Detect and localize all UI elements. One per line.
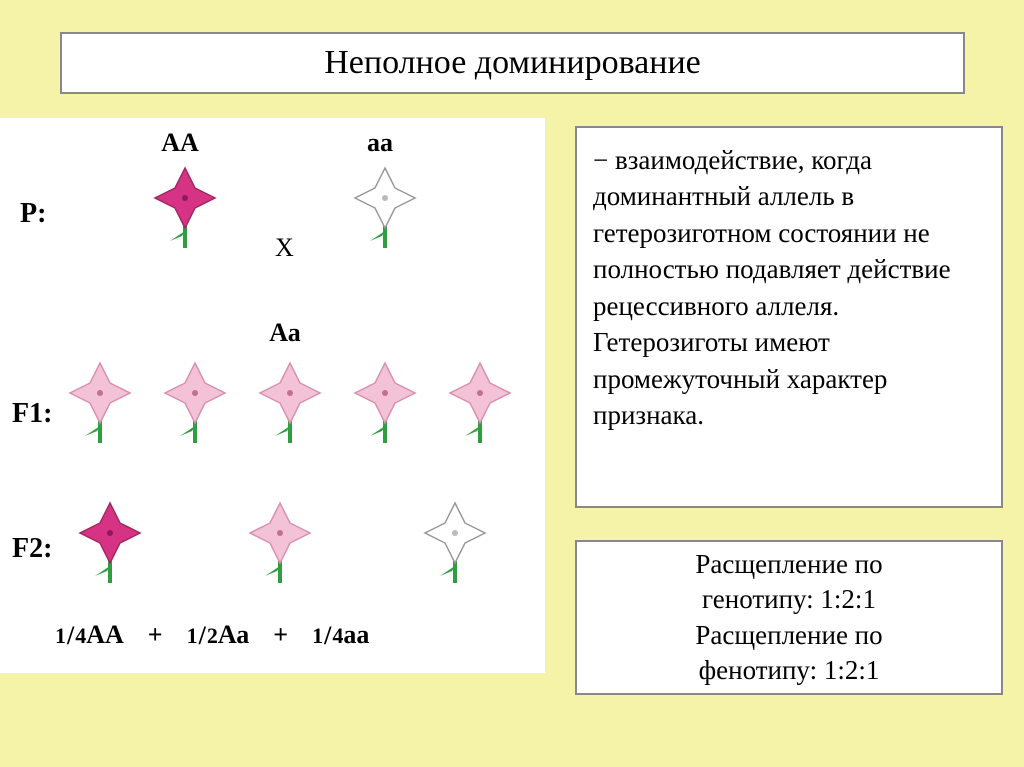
geno-aa: аа — [350, 128, 410, 158]
diagram-panel: P: F1: F2: АА аа Х Аа — [0, 118, 545, 673]
ratio-pheno-1: Расщепление по — [695, 618, 882, 653]
definition-box: − взаимодействие, когда доминантный алле… — [575, 126, 1003, 508]
f2-ratio-row: 1 / 4 АА + 1 / 2 Аа + 1 / 4 аа — [55, 620, 525, 651]
label-F1: F1: — [12, 398, 52, 430]
title-box: Неполное доминирование — [60, 32, 965, 94]
geno-AA: АА — [150, 128, 210, 158]
frac-1-2: 1 / 2 — [187, 621, 218, 651]
ratio-pheno-2: фенотипу: 1:2:1 — [699, 653, 880, 688]
geno-AA-ratio: АА — [86, 620, 124, 650]
flower-F1-2 — [160, 358, 230, 448]
flower-F2-Aa — [245, 498, 315, 588]
label-P: P: — [20, 198, 46, 230]
plus-1: + — [148, 620, 163, 650]
plus-2: + — [273, 620, 288, 650]
frac-1-4-b: 1 / 4 — [312, 621, 343, 651]
geno-Aa-F1: Аа — [255, 318, 315, 348]
label-F2: F2: — [12, 533, 52, 565]
flower-F2-aa — [420, 498, 490, 588]
cross-symbol: Х — [275, 233, 294, 263]
flower-P-aa — [350, 163, 420, 253]
geno-Aa-ratio: Аа — [218, 620, 249, 650]
page-title: Неполное доминирование — [324, 44, 701, 82]
ratio-geno-1: Расщепление по — [695, 547, 882, 582]
flower-P-AA — [150, 163, 220, 253]
flower-F1-5 — [445, 358, 515, 448]
ratio-geno-2: генотипу: 1:2:1 — [702, 582, 876, 617]
ratio-box: Расщепление по генотипу: 1:2:1 Расщеплен… — [575, 540, 1003, 695]
geno-aa-ratio: аа — [343, 620, 369, 650]
definition-text: − взаимодействие, когда доминантный алле… — [593, 142, 985, 434]
frac-1-4-a: 1 / 4 — [55, 621, 86, 651]
flower-F1-1 — [65, 358, 135, 448]
flower-F1-4 — [350, 358, 420, 448]
flower-F1-3 — [255, 358, 325, 448]
flower-F2-AA — [75, 498, 145, 588]
